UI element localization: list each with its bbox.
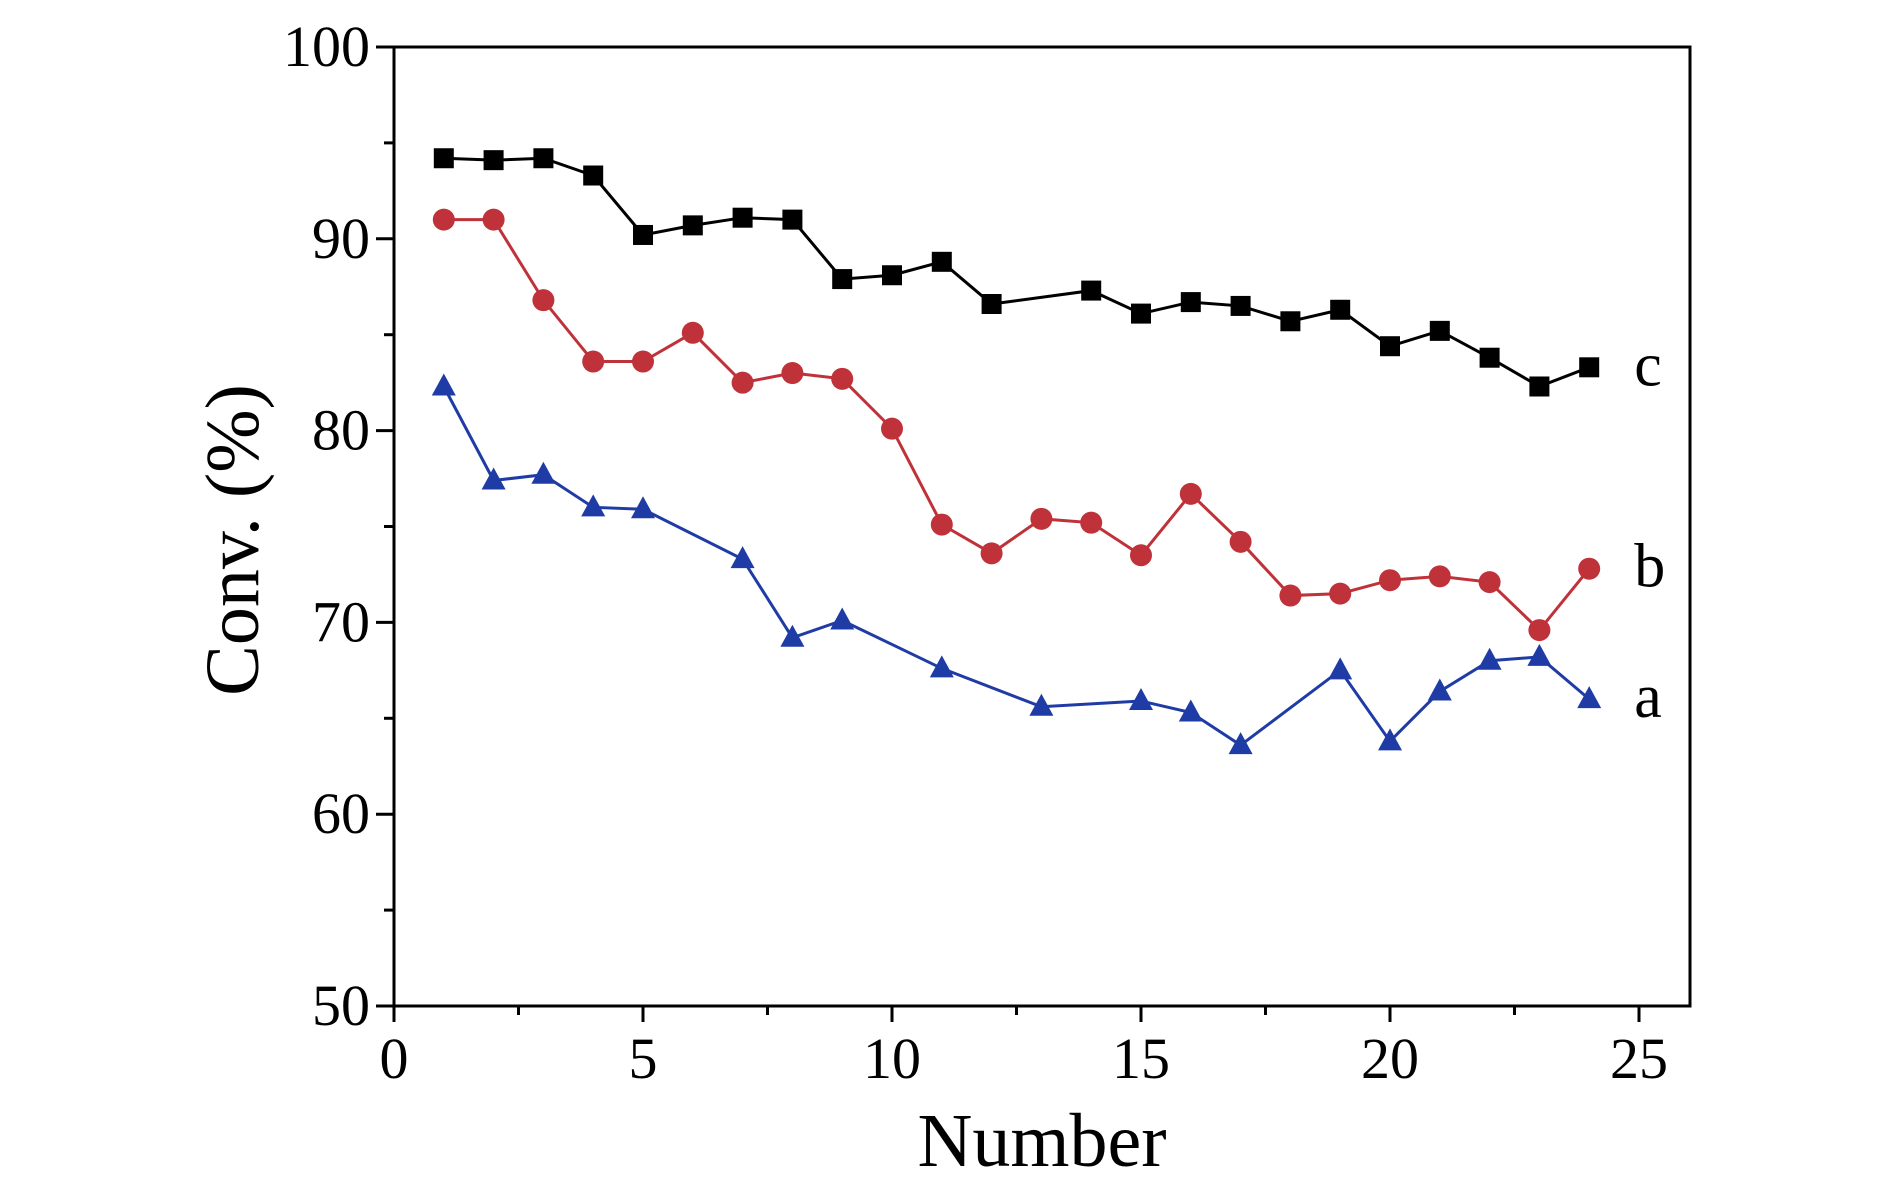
data-point-triangle [1527, 643, 1552, 666]
series-a: a [431, 373, 1662, 755]
data-point-circle [1578, 557, 1601, 580]
y-tick-label: 80 [312, 398, 370, 463]
y-tick-label: 60 [312, 781, 370, 846]
y-tick-label: 50 [312, 973, 370, 1038]
data-point-circle [632, 350, 654, 373]
data-point-square [1081, 280, 1102, 301]
data-point-square [1529, 376, 1550, 397]
data-point-triangle [1228, 732, 1253, 755]
data-point-triangle [929, 655, 954, 678]
data-point-square [1230, 295, 1251, 316]
y-tick-label: 70 [312, 589, 370, 654]
data-point-square [433, 148, 454, 169]
data-point-square [1579, 357, 1600, 378]
x-tick-label: 20 [1361, 1026, 1419, 1091]
data-point-circle [831, 367, 854, 390]
data-point-circle [1329, 582, 1352, 605]
data-point-triangle [1477, 647, 1502, 670]
data-point-triangle [1577, 686, 1602, 709]
data-point-circle [881, 417, 903, 440]
series-c: c [433, 148, 1662, 399]
data-point-triangle [1178, 699, 1203, 722]
data-point-square [732, 207, 753, 228]
data-point-triangle [1029, 693, 1054, 716]
data-point-triangle [631, 496, 655, 519]
series-line-b [443, 218, 1591, 633]
axes: 50 60 70 80 90 100 0 5 10 15 20 25 [283, 14, 1692, 1091]
data-point-triangle [730, 546, 755, 569]
series-label-c: c [1634, 331, 1662, 399]
y-axis-title: Conv. (%) [191, 384, 275, 696]
series-label-b: b [1634, 533, 1665, 601]
data-point-triangle [581, 494, 606, 517]
data-point-triangle [1427, 678, 1452, 701]
data-point-square [1429, 320, 1450, 341]
data-point-circle [1478, 571, 1501, 594]
x-tick-label: 15 [1112, 1026, 1170, 1091]
data-point-circle [1030, 507, 1053, 530]
y-tick-label: 90 [312, 206, 370, 271]
x-tick-label: 5 [629, 1026, 658, 1091]
data-point-square [1280, 311, 1301, 332]
series-label-a: a [1634, 663, 1662, 731]
data-point-circle [980, 542, 1003, 565]
data-point-triangle [1129, 688, 1153, 711]
data-point-circle [930, 513, 953, 536]
data-point-triangle [481, 467, 506, 490]
data-point-square [1380, 336, 1400, 357]
data-point-square [1479, 347, 1500, 368]
data-point-square [1330, 299, 1351, 320]
data-point-circle [582, 350, 605, 373]
data-point-square [583, 165, 604, 186]
data-point-circle [731, 371, 754, 394]
data-point-circle [482, 208, 505, 231]
data-point-square [682, 215, 703, 236]
data-point-circle [1179, 482, 1202, 505]
data-point-triangle [830, 607, 855, 630]
data-point-circle [1229, 530, 1252, 553]
data-point-circle [781, 362, 804, 385]
data-point-square [1180, 292, 1201, 313]
data-point-circle [1379, 569, 1401, 592]
data-point-triangle [531, 461, 556, 484]
data-point-circle [1080, 511, 1103, 534]
series-line-a [442, 385, 1591, 747]
data-point-square [832, 269, 853, 290]
data-point-circle [532, 289, 555, 312]
data-point-circle [1279, 584, 1302, 607]
data-point-square [931, 251, 952, 272]
data-point-circle [1428, 565, 1451, 588]
data-point-square [981, 294, 1002, 315]
y-tick-label: 100 [283, 14, 370, 79]
data-point-triangle [431, 373, 456, 396]
series-line-c [443, 156, 1590, 389]
x-tick-label: 25 [1610, 1026, 1668, 1091]
data-point-square [782, 209, 803, 230]
data-point-triangle [1328, 657, 1353, 680]
x-axis-title: Number [917, 1099, 1166, 1181]
x-tick-label: 10 [863, 1026, 921, 1091]
series-group: c ba [431, 148, 1665, 755]
data-point-triangle [1378, 728, 1402, 751]
data-point-square [1131, 303, 1151, 324]
data-point-circle [432, 208, 455, 231]
data-point-square [483, 150, 504, 171]
data-point-circle [1130, 544, 1152, 567]
data-point-square [533, 148, 554, 169]
x-tick-label: 0 [380, 1026, 409, 1091]
data-point-square [882, 265, 902, 286]
data-point-triangle [780, 624, 805, 647]
series-b: b [432, 208, 1665, 642]
data-point-circle [1528, 619, 1551, 642]
data-point-square [633, 224, 653, 245]
data-point-circle [681, 321, 704, 344]
